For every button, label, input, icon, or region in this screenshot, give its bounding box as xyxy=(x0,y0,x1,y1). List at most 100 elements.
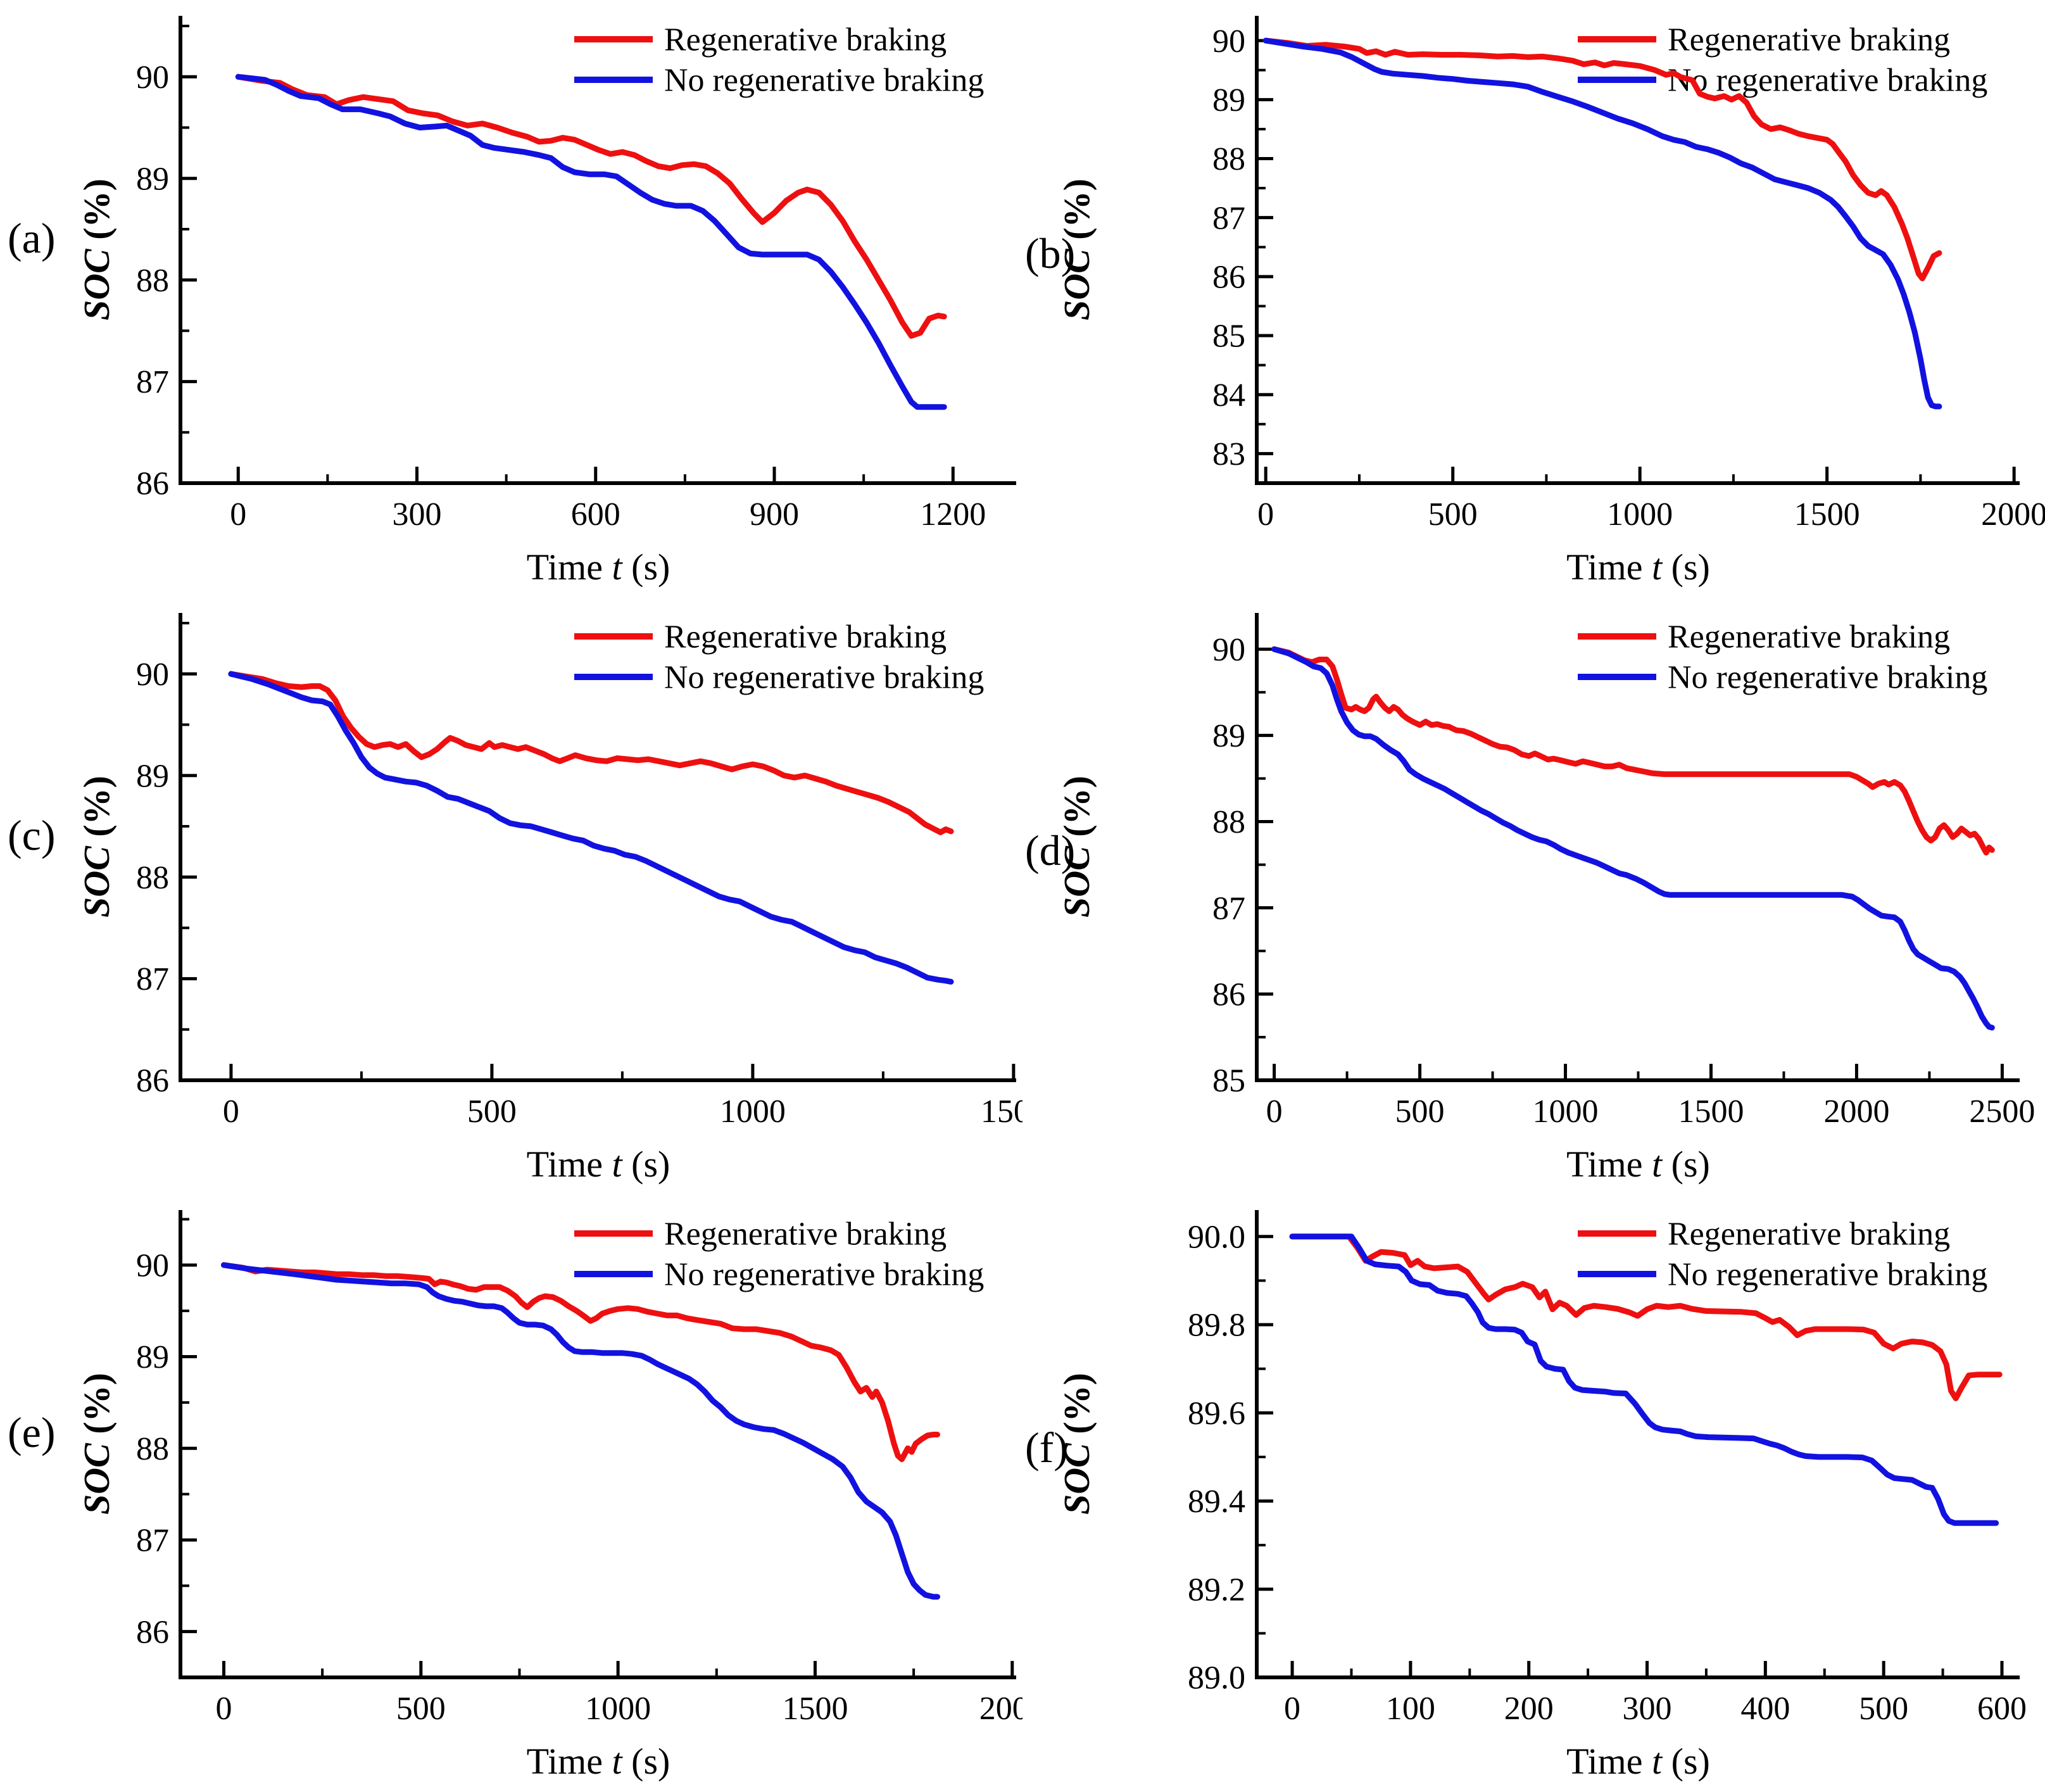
svg-text:SOC (%): SOC (%) xyxy=(1056,179,1097,320)
svg-text:87: 87 xyxy=(136,364,169,400)
svg-text:86: 86 xyxy=(1212,977,1245,1013)
svg-text:SOC (%): SOC (%) xyxy=(1056,1373,1097,1515)
svg-text:1000: 1000 xyxy=(585,1691,651,1727)
svg-text:SOC (%): SOC (%) xyxy=(1056,776,1097,918)
svg-text:Time t (s): Time t (s) xyxy=(527,1741,670,1782)
svg-text:86: 86 xyxy=(1212,260,1245,296)
svg-text:500: 500 xyxy=(1859,1691,1908,1727)
svg-text:89: 89 xyxy=(1212,82,1245,118)
panel-a: (a) 86 87 88 89 90 0 300 600 900 1200 Time t (s) SO… xyxy=(0,0,1022,598)
svg-text:No regenerative braking: No regenerative braking xyxy=(1668,63,1987,99)
svg-text:0: 0 xyxy=(1257,496,1274,533)
svg-text:Regenerative braking: Regenerative braking xyxy=(1668,22,1950,58)
svg-text:300: 300 xyxy=(393,496,442,533)
svg-text:300: 300 xyxy=(1623,1691,1672,1727)
svg-text:Regenerative braking: Regenerative braking xyxy=(664,1216,947,1253)
svg-text:Regenerative braking: Regenerative braking xyxy=(1668,619,1950,655)
svg-text:90.0: 90.0 xyxy=(1188,1219,1245,1255)
svg-text:0: 0 xyxy=(1266,1094,1283,1130)
panel-b: (b) 83 84 85 86 87 88 89 90 0 500 1000 1500 2000 Time… xyxy=(1022,0,2045,598)
svg-text:200: 200 xyxy=(1504,1691,1554,1727)
panel-f-chart: 89.0 89.2 89.4 89.6 89.8 90.0 0 100 200 300 400 500… xyxy=(1056,1210,2027,1782)
svg-text:90: 90 xyxy=(136,1248,169,1284)
svg-text:400: 400 xyxy=(1740,1691,1790,1727)
panel-e: (e) 86 87 88 89 90 0 500 1000 1500 2000 Time t (s)… xyxy=(0,1194,1022,1792)
svg-text:No regenerative braking: No regenerative braking xyxy=(664,63,984,99)
svg-text:87: 87 xyxy=(1212,200,1245,236)
svg-text:84: 84 xyxy=(1212,377,1245,413)
svg-text:88: 88 xyxy=(136,860,169,896)
svg-text:89: 89 xyxy=(136,758,169,794)
svg-text:Time t (s): Time t (s) xyxy=(1566,1741,1710,1782)
svg-text:88: 88 xyxy=(136,1431,169,1467)
svg-text:86: 86 xyxy=(136,466,169,502)
svg-text:85: 85 xyxy=(1212,319,1245,355)
svg-text:SOC (%): SOC (%) xyxy=(76,179,117,320)
svg-text:0: 0 xyxy=(215,1691,232,1727)
panel-d-chart: 85 86 87 88 89 90 0 500 1000 1500 2000 2500 Time t (… xyxy=(1056,613,2035,1185)
svg-text:89.2: 89.2 xyxy=(1188,1572,1245,1608)
panel-letter-c: (c) xyxy=(8,811,56,859)
svg-text:89.6: 89.6 xyxy=(1188,1396,1245,1432)
svg-text:1000: 1000 xyxy=(1607,496,1673,533)
svg-text:90: 90 xyxy=(136,60,169,96)
svg-text:87: 87 xyxy=(136,961,169,997)
panel-f: (f) 89.0 89.2 89.4 89.6 89.8 90.0 0 100 200 300 40… xyxy=(1022,1194,2045,1792)
svg-text:2000: 2000 xyxy=(979,1691,1022,1727)
svg-text:No regenerative braking: No regenerative braking xyxy=(664,660,984,696)
svg-text:1500: 1500 xyxy=(782,1691,848,1727)
svg-text:Regenerative braking: Regenerative braking xyxy=(664,619,947,655)
svg-text:88: 88 xyxy=(136,263,169,299)
svg-text:Time t (s): Time t (s) xyxy=(527,1144,670,1185)
svg-text:2000: 2000 xyxy=(1823,1094,1889,1130)
panel-e-chart: 86 87 88 89 90 0 500 1000 1500 2000 Time t (s) SOC … xyxy=(76,1210,1022,1782)
svg-text:90: 90 xyxy=(1212,632,1245,668)
svg-text:89: 89 xyxy=(1212,718,1245,754)
svg-text:90: 90 xyxy=(1212,23,1245,60)
svg-text:500: 500 xyxy=(1395,1094,1445,1130)
svg-text:SOC (%): SOC (%) xyxy=(76,776,117,918)
panel-letter-a: (a) xyxy=(8,214,56,262)
svg-text:1500: 1500 xyxy=(981,1094,1022,1130)
panel-letter-d: (d) xyxy=(1025,826,1076,874)
svg-text:SOC (%): SOC (%) xyxy=(76,1373,117,1515)
svg-text:Time t (s): Time t (s) xyxy=(1566,546,1710,588)
svg-text:1000: 1000 xyxy=(1533,1094,1599,1130)
svg-text:0: 0 xyxy=(230,496,246,533)
svg-text:87: 87 xyxy=(136,1523,169,1559)
svg-text:1500: 1500 xyxy=(1794,496,1860,533)
svg-text:89.0: 89.0 xyxy=(1188,1660,1245,1696)
panel-letter-b: (b) xyxy=(1025,229,1076,277)
panel-letter-e: (e) xyxy=(8,1408,56,1456)
panel-b-chart: 83 84 85 86 87 88 89 90 0 500 1000 1500 2000 Time t (… xyxy=(1056,16,2045,588)
svg-text:No regenerative braking: No regenerative braking xyxy=(1668,660,1987,696)
svg-text:2500: 2500 xyxy=(1969,1094,2035,1130)
svg-text:1000: 1000 xyxy=(720,1094,786,1130)
svg-text:100: 100 xyxy=(1386,1691,1435,1727)
svg-text:1200: 1200 xyxy=(920,496,986,533)
svg-text:85: 85 xyxy=(1212,1063,1245,1099)
svg-text:86: 86 xyxy=(136,1614,169,1650)
svg-text:89: 89 xyxy=(136,161,169,197)
svg-text:Regenerative braking: Regenerative braking xyxy=(1668,1216,1950,1253)
panel-d: (d) 85 86 87 88 89 90 0 500 1000 1500 2000 2500 Time… xyxy=(1022,597,2045,1195)
svg-text:600: 600 xyxy=(571,496,620,533)
svg-text:600: 600 xyxy=(1977,1691,2027,1727)
svg-text:900: 900 xyxy=(750,496,799,533)
svg-text:Regenerative braking: Regenerative braking xyxy=(664,22,947,58)
svg-text:87: 87 xyxy=(1212,890,1245,926)
svg-text:88: 88 xyxy=(1212,141,1245,177)
svg-text:89.8: 89.8 xyxy=(1188,1308,1245,1344)
svg-text:Time t (s): Time t (s) xyxy=(527,546,670,588)
panel-c: (c) 86 87 88 89 90 0 500 1000 1500 Time t (s) SOC … xyxy=(0,597,1022,1195)
svg-text:1500: 1500 xyxy=(1678,1094,1744,1130)
svg-text:89.4: 89.4 xyxy=(1188,1484,1245,1520)
svg-text:500: 500 xyxy=(1428,496,1478,533)
svg-text:89: 89 xyxy=(136,1339,169,1375)
svg-text:500: 500 xyxy=(467,1094,517,1130)
svg-text:88: 88 xyxy=(1212,804,1245,840)
svg-text:0: 0 xyxy=(1284,1691,1300,1727)
panel-c-chart: 86 87 88 89 90 0 500 1000 1500 Time t (s) SOC (%) R… xyxy=(76,613,1022,1185)
